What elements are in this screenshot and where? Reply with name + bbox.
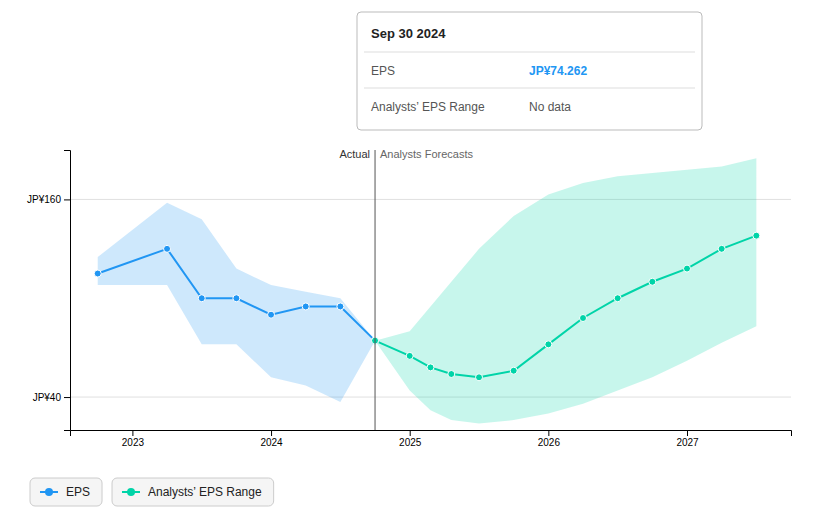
- legend-swatch-dot: [45, 488, 53, 496]
- x-tick: 2024: [260, 430, 283, 448]
- tooltip-box: [357, 12, 702, 130]
- tooltip-title: Sep 30 2024: [371, 26, 446, 41]
- data-point: [718, 245, 725, 252]
- y-tick: JP¥160: [27, 194, 70, 205]
- data-point: [233, 295, 240, 302]
- x-axis-line: [71, 431, 792, 437]
- data-point: [580, 315, 587, 322]
- series-line: [375, 236, 756, 378]
- x-tick-mark: [548, 430, 549, 436]
- legend-swatch-dot: [127, 488, 135, 496]
- y-axis-line: [64, 151, 71, 431]
- data-point: [510, 367, 517, 374]
- legend-box: [112, 478, 274, 506]
- plot-area: 2023 2024 2025 2026 2027 JP¥40 JP¥160 Actual Ana…: [27, 148, 791, 448]
- data-point: [476, 374, 483, 381]
- x-axis: 2023 2024 2025 2026 2027: [71, 430, 792, 448]
- y-tick-label: JP¥40: [33, 392, 62, 403]
- chart-svg: 2023 2024 2025 2026 2027 JP¥40 JP¥160 Actual Ana…: [0, 0, 821, 520]
- x-tick-label: 2026: [538, 437, 561, 448]
- tooltip-value: No data: [529, 100, 571, 114]
- data-point: [427, 364, 434, 371]
- legend-item: EPS: [30, 478, 102, 506]
- data-point: [545, 341, 552, 348]
- marks: [94, 158, 760, 423]
- tooltip-label: Analysts’ EPS Range: [371, 100, 485, 114]
- x-tick: 2025: [399, 430, 422, 448]
- legend-label: EPS: [66, 485, 90, 499]
- legend-label: Analysts’ EPS Range: [148, 485, 262, 499]
- data-point: [268, 311, 275, 318]
- series-line: [98, 249, 375, 341]
- data-point: [164, 245, 171, 252]
- tooltip-separator: [364, 52, 695, 53]
- annotation: Actual: [339, 148, 370, 160]
- data-point: [448, 371, 455, 378]
- x-tick: 2027: [676, 430, 699, 448]
- x-tick-mark: [271, 430, 272, 436]
- data-point: [198, 295, 205, 302]
- data-point: [337, 303, 344, 310]
- tooltip-separator: [364, 88, 695, 89]
- annotation: Analysts Forecasts: [380, 148, 473, 160]
- x-tick-label: 2023: [122, 437, 145, 448]
- legend-item: Analysts’ EPS Range: [112, 478, 274, 506]
- y-tick: JP¥40: [33, 392, 70, 403]
- tooltip-value: JP¥74.262: [529, 64, 587, 78]
- x-tick: 2026: [538, 430, 561, 448]
- legend-box: [30, 478, 102, 506]
- x-tick: 2023: [122, 430, 145, 448]
- x-tick-label: 2025: [399, 437, 422, 448]
- range-band: [98, 203, 375, 402]
- range-band: [375, 158, 756, 423]
- tooltip-label: EPS: [371, 64, 395, 78]
- data-point: [302, 303, 309, 310]
- y-axis: JP¥40 JP¥160: [27, 151, 70, 431]
- chart-container: 2023 2024 2025 2026 2027 JP¥40 JP¥160 Actual Ana…: [0, 0, 821, 520]
- x-tick-label: 2024: [260, 437, 283, 448]
- data-point: [753, 232, 760, 239]
- data-point: [649, 278, 656, 285]
- annotations: Actual Analysts Forecasts: [339, 148, 473, 430]
- divider-line: [375, 150, 376, 430]
- data-point: [94, 270, 101, 277]
- y-tick-mark: [64, 397, 70, 398]
- legend: EPS Analysts’ EPS Range: [30, 478, 274, 506]
- x-tick-mark: [410, 430, 411, 436]
- data-point: [406, 352, 413, 359]
- x-tick-mark: [687, 430, 688, 436]
- y-tick-mark: [64, 199, 70, 200]
- x-tick-label: 2027: [676, 437, 699, 448]
- y-tick-label: JP¥160: [27, 194, 61, 205]
- data-point: [614, 295, 621, 302]
- x-tick-mark: [132, 430, 133, 436]
- data-point: [684, 265, 691, 272]
- tooltip: Sep 30 2024 EPS JP¥74.262 Analysts’ EPS Ran…: [357, 12, 702, 130]
